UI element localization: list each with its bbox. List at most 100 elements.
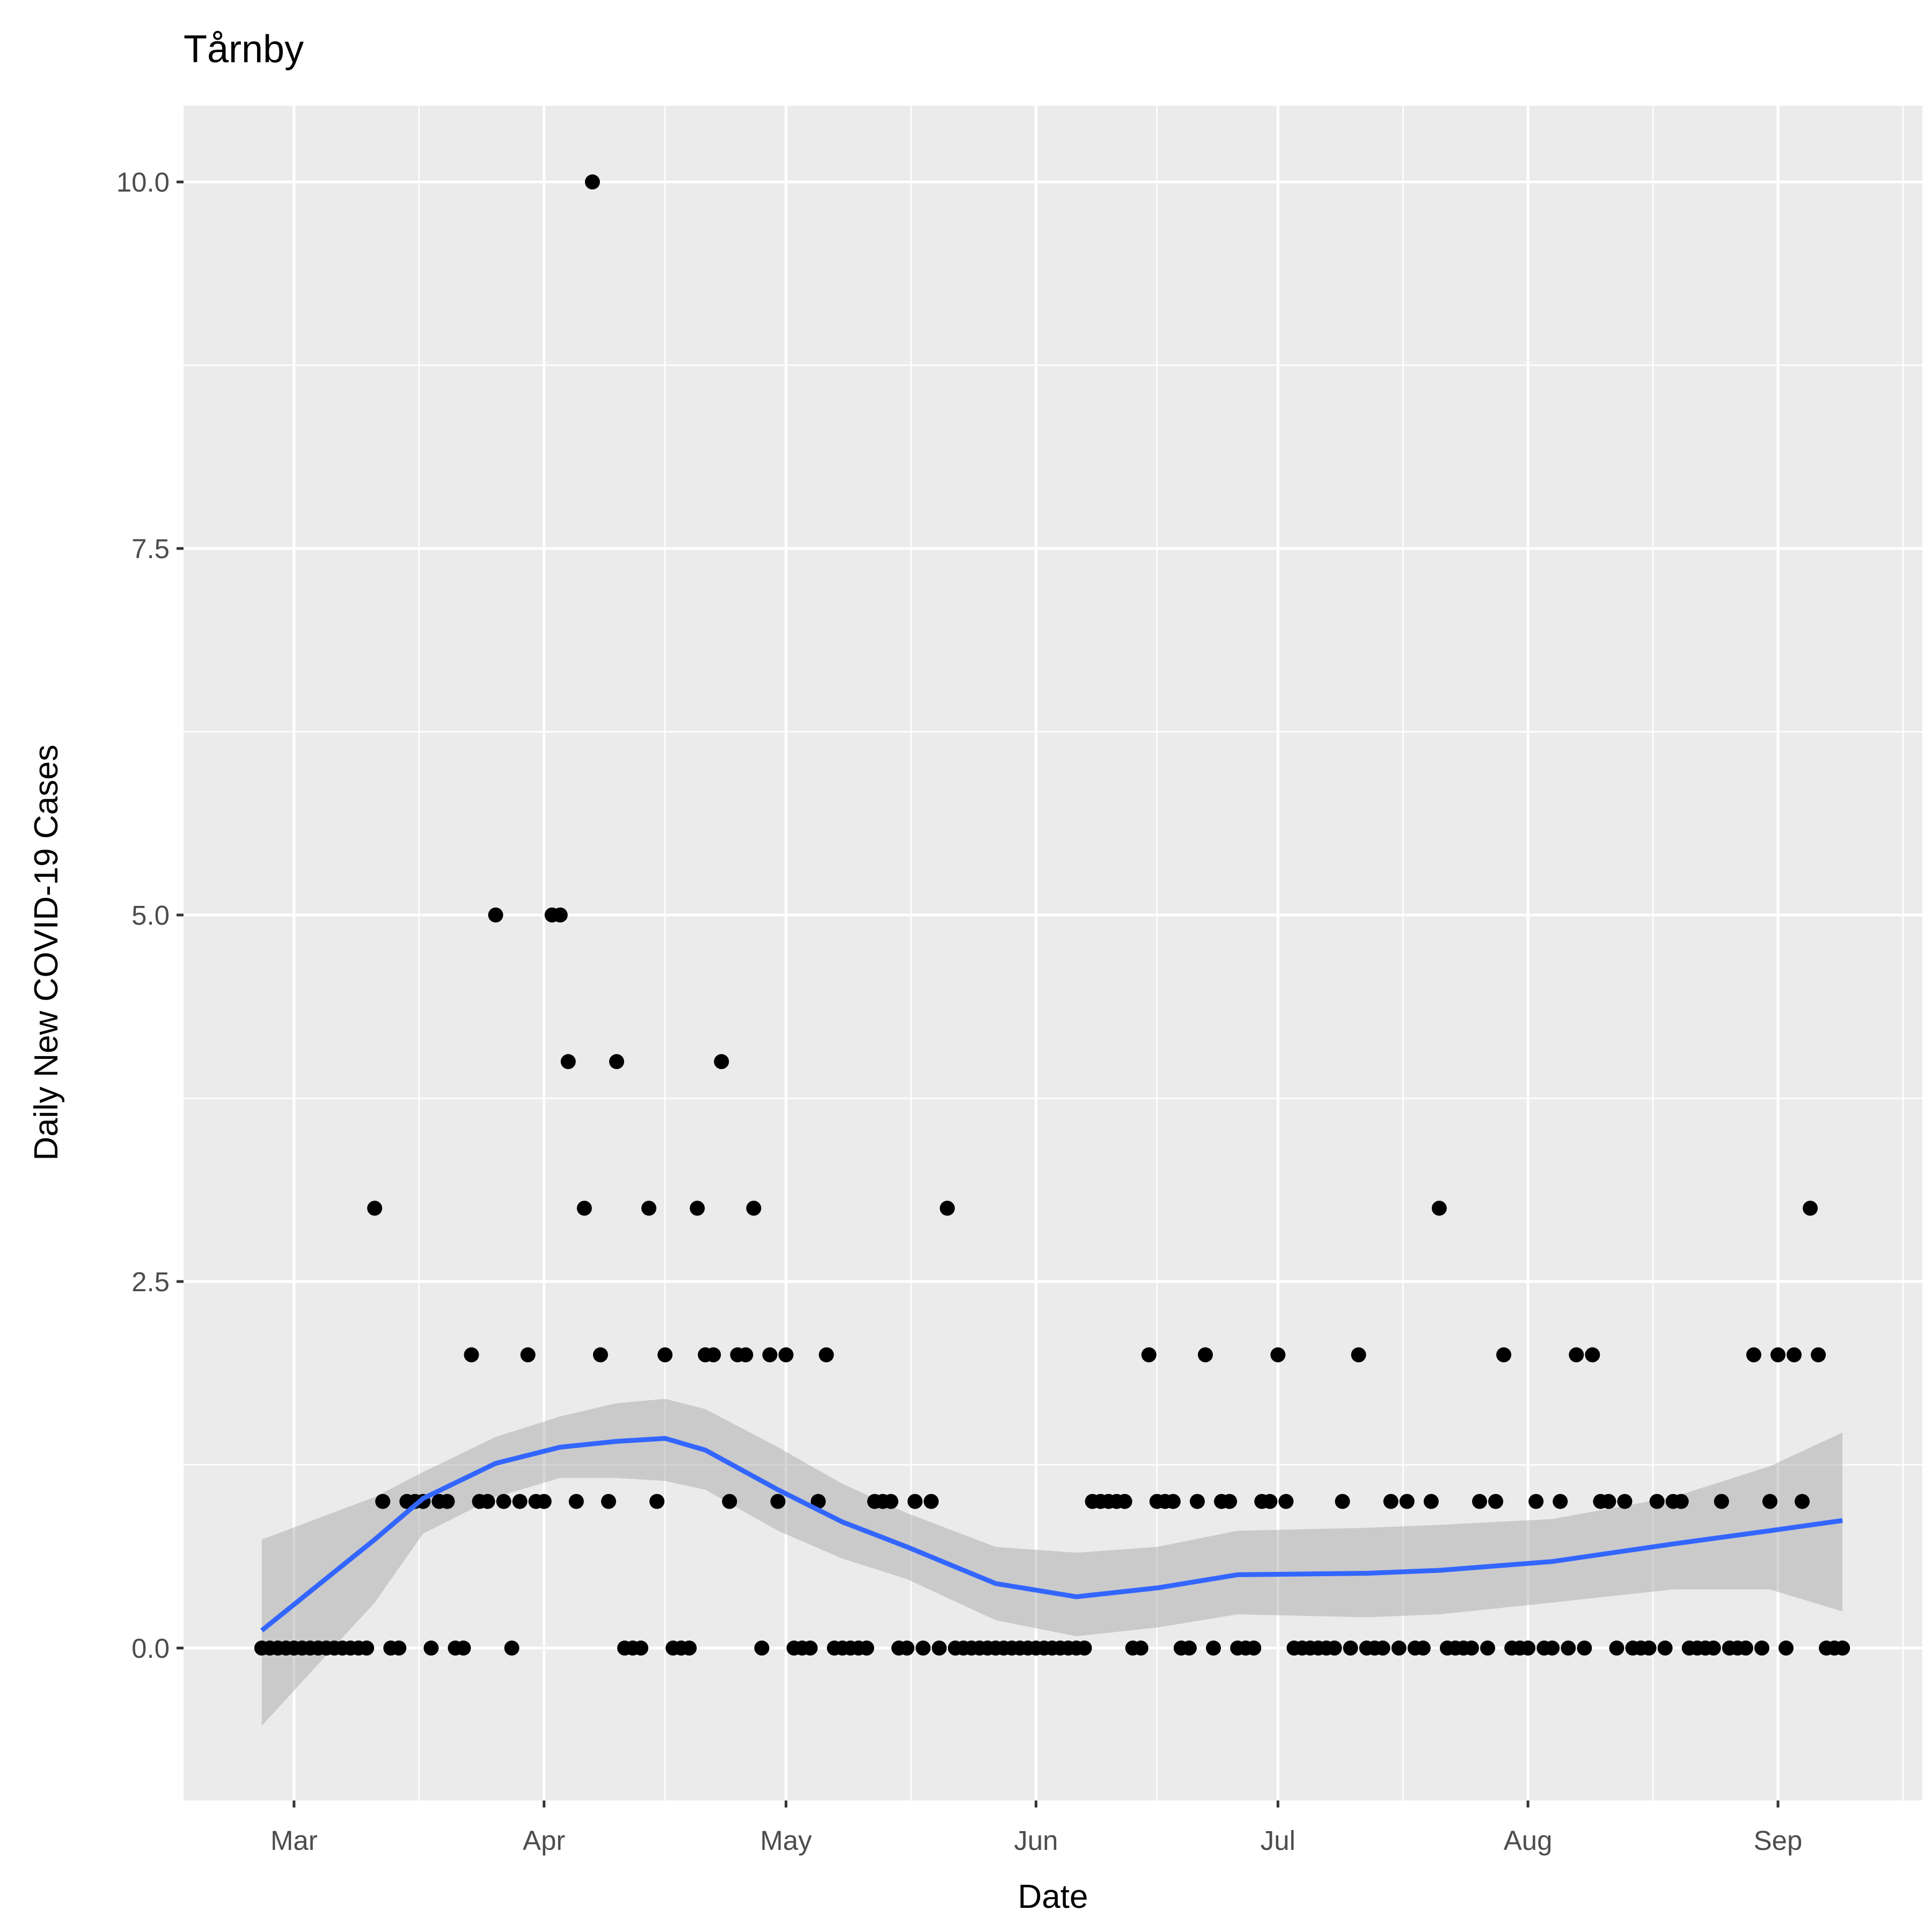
point [601,1494,616,1509]
point [1657,1640,1673,1656]
point [1609,1640,1624,1656]
point [1746,1347,1761,1363]
point [1117,1494,1132,1509]
point [1423,1494,1439,1509]
point [1561,1640,1576,1656]
point [1399,1494,1415,1509]
point [1803,1201,1818,1216]
point [423,1640,439,1656]
point [1206,1640,1221,1656]
point [1431,1201,1447,1216]
point [1472,1494,1487,1509]
point [762,1347,778,1363]
point [1787,1347,1802,1363]
point [1480,1640,1495,1656]
x-tick-label: Mar [270,1825,318,1856]
point [916,1640,931,1656]
point [778,1347,794,1363]
point [1335,1494,1350,1509]
point [464,1347,479,1363]
point [932,1640,947,1656]
point [1601,1494,1616,1509]
point [576,1201,592,1216]
point [1351,1347,1366,1363]
confidence-band [261,1399,1843,1726]
point [552,907,568,923]
point [1754,1640,1769,1656]
point [641,1201,657,1216]
point [359,1640,375,1656]
point [1246,1640,1262,1656]
point [1835,1640,1850,1656]
point [1327,1640,1342,1656]
point [1198,1347,1213,1363]
point [1270,1347,1286,1363]
point [1649,1494,1665,1509]
point [714,1054,729,1070]
point [883,1494,898,1509]
point [504,1640,519,1656]
point [1617,1494,1633,1509]
point [440,1494,455,1509]
point [1463,1640,1479,1656]
point [1641,1640,1657,1656]
point [520,1347,536,1363]
point [1262,1494,1278,1509]
point [1165,1494,1181,1509]
point [1181,1640,1197,1656]
point [1415,1640,1431,1656]
point [682,1640,697,1656]
point [770,1494,786,1509]
point [1343,1640,1358,1656]
point [1520,1640,1536,1656]
point [1714,1494,1729,1509]
plot-background [184,106,1922,1801]
y-tick-label: 2.5 [131,1267,170,1297]
point [1811,1347,1826,1363]
point [746,1201,762,1216]
point [1770,1347,1786,1363]
x-tick-label: May [760,1825,812,1856]
point [690,1201,705,1216]
point [633,1640,649,1656]
point [859,1640,874,1656]
point [1375,1640,1391,1656]
point [810,1494,826,1509]
point [802,1640,818,1656]
point [512,1494,528,1509]
point [754,1640,770,1656]
x-tick-label: Jul [1261,1825,1296,1856]
x-tick-label: Jun [1014,1825,1058,1856]
y-tick-label: 5.0 [131,900,170,931]
point [1141,1347,1157,1363]
point [738,1347,753,1363]
point [940,1201,955,1216]
point [1779,1640,1794,1656]
smooth-line [260,1436,1843,1633]
point [706,1347,721,1363]
x-tick-label: Aug [1504,1825,1553,1856]
point [1222,1494,1238,1509]
x-tick-label: Apr [523,1825,565,1856]
point [456,1640,471,1656]
point [367,1201,383,1216]
point [1585,1347,1600,1363]
chart-title: Tårnby [184,28,304,71]
point [1077,1640,1092,1656]
point [1706,1640,1721,1656]
point [1762,1494,1777,1509]
y-tick-label: 0.0 [131,1633,170,1664]
point [657,1347,673,1363]
x-tick-label: Sep [1754,1825,1803,1856]
point [1496,1347,1512,1363]
point [1553,1494,1568,1509]
point [1383,1494,1399,1509]
point [818,1347,834,1363]
point [488,907,503,923]
point [1795,1494,1810,1509]
x-axis-title: Date [1018,1878,1088,1915]
point [496,1494,511,1509]
y-tick-label: 10.0 [116,167,170,197]
point [1577,1640,1592,1656]
